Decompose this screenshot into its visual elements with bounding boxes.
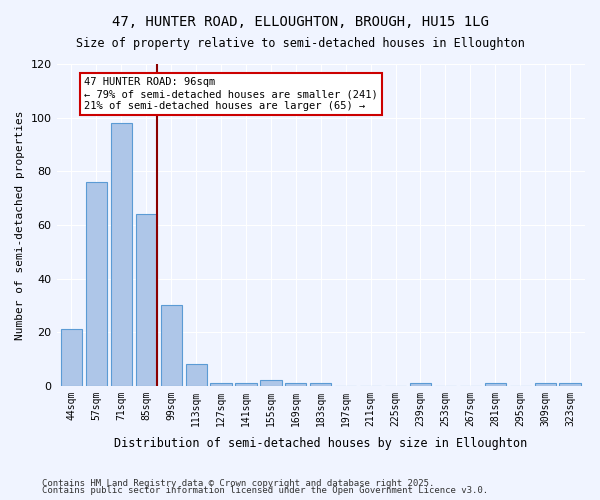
Bar [285, 383, 307, 386]
Text: 47 HUNTER ROAD: 96sqm
← 79% of semi-detached houses are smaller (241)
21% of sem: 47 HUNTER ROAD: 96sqm ← 79% of semi-deta… [84, 78, 378, 110]
Bar [161, 306, 182, 386]
Bar [260, 380, 281, 386]
Text: Contains public sector information licensed under the Open Government Licence v3: Contains public sector information licen… [42, 486, 488, 495]
Bar [185, 364, 207, 386]
Bar [310, 383, 331, 386]
Bar [111, 123, 132, 386]
Bar [211, 383, 232, 386]
Bar [535, 383, 556, 386]
Text: Size of property relative to semi-detached houses in Elloughton: Size of property relative to semi-detach… [76, 38, 524, 51]
Y-axis label: Number of semi-detached properties: Number of semi-detached properties [15, 110, 25, 340]
Text: 47, HUNTER ROAD, ELLOUGHTON, BROUGH, HU15 1LG: 47, HUNTER ROAD, ELLOUGHTON, BROUGH, HU1… [112, 15, 488, 29]
Bar [86, 182, 107, 386]
Bar [61, 330, 82, 386]
Bar [410, 383, 431, 386]
Bar [235, 383, 257, 386]
X-axis label: Distribution of semi-detached houses by size in Elloughton: Distribution of semi-detached houses by … [114, 437, 527, 450]
Bar [136, 214, 157, 386]
Bar [485, 383, 506, 386]
Text: Contains HM Land Registry data © Crown copyright and database right 2025.: Contains HM Land Registry data © Crown c… [42, 478, 434, 488]
Bar [559, 383, 581, 386]
